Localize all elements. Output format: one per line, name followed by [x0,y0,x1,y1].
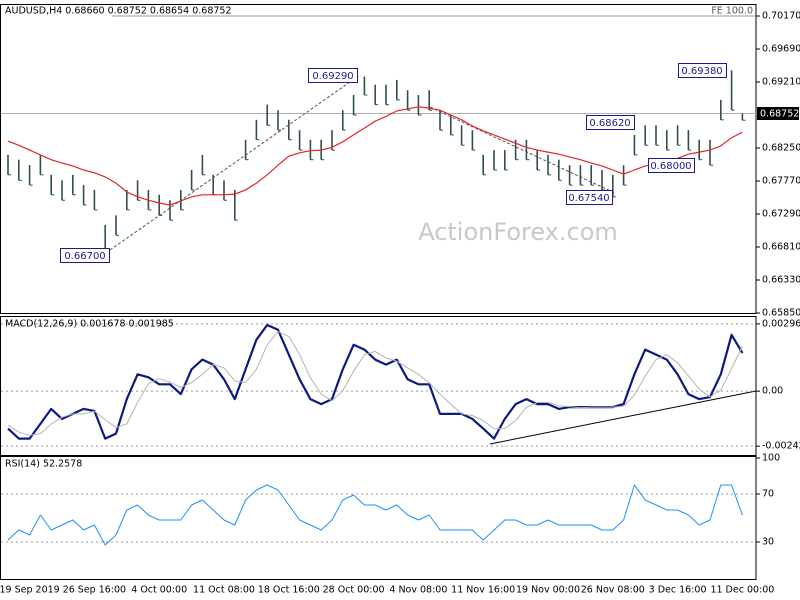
x-tick-label: 11 Nov 16:00 [451,585,515,596]
rsi-title: RSI(14) 52.2578 [5,459,82,470]
watermark: ActionForex.com [418,218,618,246]
annotation: 0.68620 [589,118,630,129]
rsi-panel [0,456,757,580]
x-tick-label: 11 Dec 00:00 [710,585,774,596]
trend-line [429,106,616,194]
y-tick-label: 0.67290 [762,209,800,220]
y-tick-label: -0.00242 [762,441,800,452]
series-line [7,484,743,546]
series-line [7,331,743,436]
y-tick-label: 0.69210 [762,77,800,88]
y-tick-label: 0.70170 [762,11,800,22]
series-line [7,323,744,440]
y-tick-label: 0.67770 [762,176,800,187]
x-tick-label: 19 Nov 00:00 [516,585,580,596]
x-tick-label: 26 Nov 08:00 [581,585,645,596]
x-tick-label: 26 Sep 16:00 [63,585,126,596]
x-tick-label: 4 Oct 00:00 [131,585,187,596]
annotation: 0.67540 [568,193,609,204]
price-panel [0,4,757,314]
y-tick-label: 0.65850 [762,308,800,319]
moving-average [7,106,743,206]
y-tick-label: 30 [762,537,774,548]
y-tick-label: 0.66330 [762,275,800,286]
y-tick-label: 100 [762,453,780,464]
x-tick-label: 28 Oct 00:00 [323,585,385,596]
annotation: 0.69380 [681,66,722,77]
annotations: 0.69290 0.66700 0.68620 0.68000 0.67540 … [60,63,727,263]
annotation: 0.68000 [650,161,691,172]
y-tick-label: 0.00 [762,386,783,397]
annotation-box [60,248,110,263]
last-price-label: 0.68752 [760,109,799,120]
y-tick-label: 0.69690 [762,44,800,55]
x-tick-label: 11 Oct 08:00 [193,585,255,596]
y-tick-label: 70 [762,489,774,500]
x-tick-label: 18 Oct 16:00 [258,585,320,596]
macd-title: MACD(12,26,9) 0.001678 0.001985 [5,319,174,330]
x-tick-label: 4 Nov 08:00 [389,585,447,596]
fe-label: FE 100.0 [711,6,753,17]
axes: 0.70170 0.69690 0.69210 0.68250 0.67770 0.672… [0,11,800,596]
last-price-tag [757,107,799,120]
trend-line [109,74,361,251]
macd-panel [0,316,757,456]
macd-trend-line [489,390,757,445]
annotation: 0.66700 [64,251,105,262]
annotation-box [648,158,695,173]
annotation-box [308,68,358,83]
plot-area [1,70,756,546]
annotation-box [586,115,635,130]
price-title: AUDUSD,H4 0.68660 0.68752 0.68654 0.6875… [5,6,232,17]
y-tick-label: 0.66810 [762,242,800,253]
y-tick-label: 0.00296 [762,318,800,329]
x-tick-label: 19 Sep 2019 [0,585,60,596]
annotation: 0.69290 [312,71,353,82]
y-tick-label: 0.68250 [762,143,800,154]
annotation-box [566,190,613,205]
x-tick-label: 3 Dec 16:00 [649,585,707,596]
annotation-box [678,63,727,78]
